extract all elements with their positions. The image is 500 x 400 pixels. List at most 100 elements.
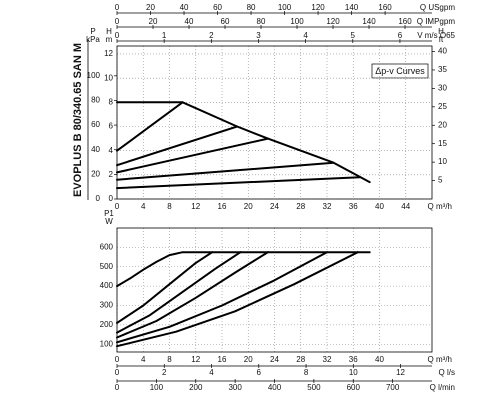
curve [116,251,269,339]
x-tick-label: 0 [115,368,120,377]
y-tick-label: 20 [438,120,447,129]
curve [116,101,371,184]
x-tick-label: 0 [115,202,120,211]
x-tick-label: 0 [115,17,120,26]
x-tick-label: 24 [270,202,279,211]
x-tick-label: 2 [162,368,167,377]
y-tick-label: 40 [91,145,100,154]
x-tick-label: 0 [115,31,120,40]
x-tick-label: 12 [396,368,405,377]
y-tick-label: 12 [104,49,113,58]
x-tick-label: 0 [115,383,120,392]
axis-label: Q USgpm [420,3,455,12]
x-tick-label: 4 [141,355,146,364]
x-tick-label: 0 [115,3,120,12]
curve [116,251,242,334]
x-tick-label: 16 [218,202,227,211]
x-tick-label: 32 [323,202,332,211]
x-tick-label: 300 [228,383,242,392]
x-tick-label: 120 [311,3,325,12]
x-tick-label: 2 [209,31,214,40]
y-tick-label: 10 [104,73,113,82]
x-tick-label: 4 [209,368,214,377]
x-tick-label: 100 [290,17,304,26]
y-axis-unit: m [106,35,113,44]
x-tick-label: 20 [244,355,253,364]
x-tick-label: 160 [378,3,392,12]
y-tick-label: 80 [91,96,100,105]
x-tick-label: 20 [244,202,253,211]
x-tick-label: 0 [115,355,120,364]
x-tick-label: 160 [398,17,412,26]
y-axis-label: H [106,27,112,36]
y-tick-label: 400 [100,281,114,290]
curve [116,251,328,344]
x-tick-label: 80 [257,17,266,26]
x-axis-label: Q m³/h [428,202,452,211]
x-axis-label: Q m³/h [428,355,452,364]
annotation: Δp-v Curves [375,66,425,76]
plot-frame [116,45,433,200]
x-tick-label: 8 [304,368,309,377]
x-tick-label: 12 [191,355,200,364]
x-tick-label: 400 [268,383,282,392]
x-tick-label: 600 [347,383,361,392]
x-tick-label: 120 [326,17,340,26]
y-tick-label: 200 [100,320,114,329]
curve [116,251,214,324]
y-tick-label: 500 [100,262,114,271]
x-tick-label: 500 [307,383,321,392]
y-tick-label: 600 [100,242,114,251]
x-tick-label: 10 [349,368,358,377]
x-tick-label: 40 [375,202,384,211]
x-tick-label: 140 [345,3,359,12]
y-tick-label: 5 [438,176,443,185]
y-tick-label: 40 [438,47,447,56]
axis-label: Q l/s [439,368,455,377]
y-tick-label: 35 [438,65,447,74]
x-tick-label: 4 [141,202,146,211]
x-tick-label: 28 [296,355,305,364]
x-tick-label: 36 [349,355,358,364]
x-tick-label: 6 [398,31,403,40]
y-tick-label: 15 [438,139,447,148]
y-tick-label: 0 [96,194,101,203]
axis-label: H [438,27,444,36]
y-tick-label: 100 [100,339,114,348]
chart-title: EVOPLUS B 80/340.65 SAN M [72,43,84,197]
curve [116,137,269,174]
y-tick-label: 100 [87,71,101,80]
y-tick-label: 4 [109,146,114,155]
y-tick-label: 0 [109,194,114,203]
y-tick-label: 6 [109,122,114,131]
x-tick-label: 6 [257,368,262,377]
axis-label: Q IMPgpm [417,17,456,26]
axis-label: P [90,27,95,36]
x-tick-label: 12 [191,202,200,211]
curve [116,125,239,167]
y-tick-label: 10 [438,157,447,166]
y-tick-label: 2 [109,170,114,179]
y-tick-label: 20 [91,169,100,178]
x-tick-label: 40 [180,3,189,12]
curve [116,251,359,348]
curve [116,251,371,288]
x-tick-label: 8 [167,202,172,211]
curve [116,161,335,181]
x-tick-label: 4 [303,31,308,40]
axis-label: V m/s O65 [417,31,455,40]
x-tick-label: 60 [221,17,230,26]
x-tick-label: 5 [351,31,356,40]
x-tick-label: 140 [362,17,376,26]
curve [116,101,184,152]
x-tick-label: 28 [296,202,305,211]
x-tick-label: 100 [278,3,292,12]
x-tick-label: 40 [185,17,194,26]
x-tick-label: 44 [401,202,410,211]
y-tick-label: 30 [438,84,447,93]
axis-label: Q l/min [430,383,455,392]
y-tick-label: 60 [91,120,100,129]
x-tick-label: 36 [349,202,358,211]
